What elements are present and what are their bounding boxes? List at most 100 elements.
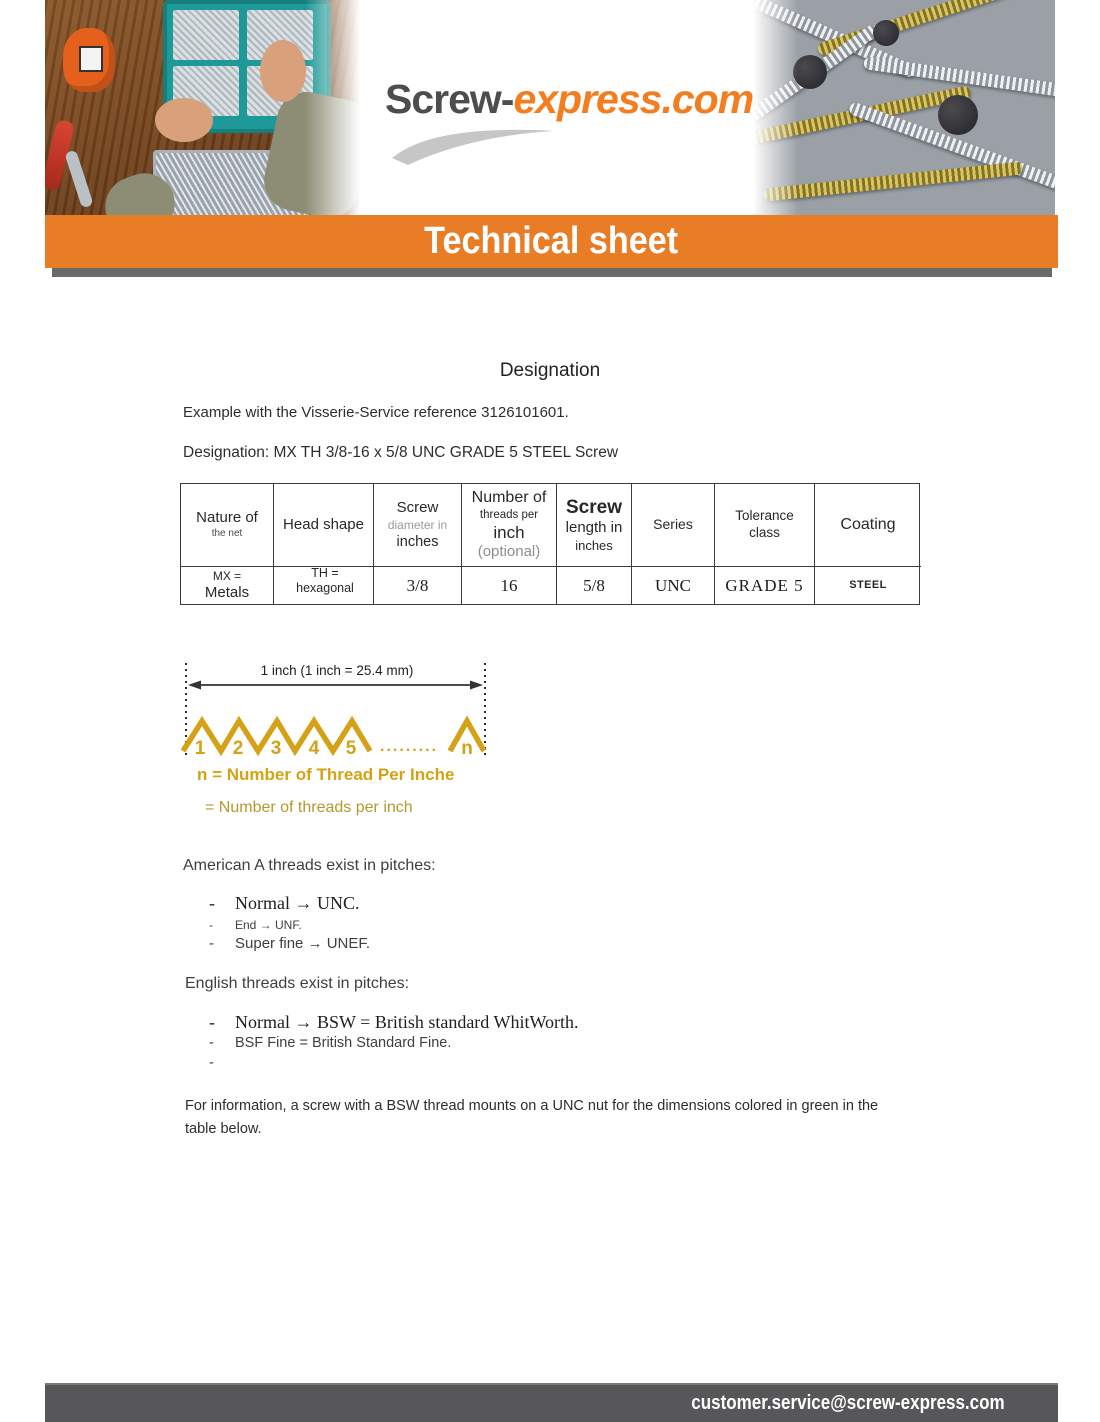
table-cell: UNC — [631, 566, 714, 604]
table-cell: GRADE 5 — [714, 566, 814, 604]
thread-pitch-diagram: 1 inch (1 inch = 25.4 mm) 1 2 3 4 5 ....… — [180, 663, 487, 759]
photo-detail — [79, 46, 103, 72]
list-dash: - — [209, 1055, 214, 1071]
logo-prefix: Screw- — [385, 76, 514, 122]
table-header-cell: Number of threads per inch (optional) — [461, 484, 556, 566]
banner-shadow-strip — [52, 268, 1052, 277]
diagram-caption-sub: = Number of threads per inch — [205, 799, 413, 816]
table-cell: 3/8 — [373, 566, 461, 604]
diagram-caption-bold: n = Number of Thread Per Inche — [197, 765, 455, 784]
photo-fade — [305, 0, 360, 215]
table-header-cell: Head shape — [273, 484, 373, 566]
photo-detail — [260, 40, 306, 102]
thread-number: 4 — [309, 738, 320, 759]
designation-line: Designation: MX TH 3/8-16 x 5/8 UNC GRAD… — [183, 444, 619, 461]
list-item: - End → UNF. — [183, 918, 370, 932]
cell-text: 3/8 — [406, 575, 429, 595]
designation-table: Nature of the net Head shape Screw diame… — [180, 483, 921, 605]
thread-number: 2 — [233, 738, 244, 759]
header-text: class — [749, 525, 780, 540]
header-text: diameter in — [387, 517, 448, 532]
list-item-text — [210, 1055, 235, 1071]
photo-detail — [793, 55, 827, 89]
list-item: - — [183, 1055, 579, 1071]
header-text: Screw — [566, 496, 622, 518]
thread-number: 1 — [195, 738, 206, 759]
thread-n-label: n — [461, 738, 473, 759]
table-header-cell: Series — [631, 484, 714, 566]
table-cell: TH = hexagonal — [273, 566, 373, 604]
cell-text: TH = hexagonal — [296, 565, 354, 596]
cell-text: STEEL — [849, 578, 887, 591]
thread-number: 3 — [271, 738, 282, 759]
list-item-text: Normal → BSW = British standard WhitWort… — [235, 1012, 579, 1032]
header-text: Head shape — [283, 515, 364, 533]
header-text: Nature of — [196, 509, 258, 527]
footer-bar: customer.service@screw-express.com — [45, 1383, 1058, 1422]
cell-text: 5/8 — [583, 575, 605, 595]
header-text: the net — [211, 528, 243, 540]
list-dash: - — [209, 1012, 215, 1032]
header-text: inch — [493, 523, 525, 543]
table-header-cell: Screw length in inches — [556, 484, 631, 566]
header-text: Coating — [840, 516, 896, 533]
table-cell: 16 — [461, 566, 556, 604]
example-line: Example with the Visserie-Service refere… — [183, 404, 569, 421]
list-dash: - — [209, 893, 215, 913]
cell-text: GRADE 5 — [725, 575, 804, 595]
logo-suffix: express.com — [513, 76, 754, 122]
header-text: inches — [575, 538, 613, 554]
header-text: Series — [653, 516, 693, 533]
photo-detail — [173, 10, 239, 60]
thread-dots: ......... — [380, 738, 438, 755]
arrowhead-left-icon — [188, 680, 201, 690]
header-text: length in — [565, 519, 623, 537]
list-dash: - — [209, 918, 213, 932]
list-item-text: BSF Fine = British Standard Fine. — [235, 1035, 452, 1051]
header-text: Tolerance — [735, 508, 794, 524]
table-header-cell: Tolerance class — [714, 484, 814, 566]
list-dash: - — [209, 1035, 214, 1051]
workbench-photo — [45, 0, 360, 215]
cell-text: UNC — [655, 575, 691, 595]
american-threads-heading: American A threads exist in pitches: — [183, 857, 436, 874]
thread-number: 5 — [346, 738, 357, 759]
american-threads-list: - Normal → UNC. - End → UNF. - Super fin… — [183, 893, 370, 952]
bsw-unc-note: For information, a screw with a BSW thre… — [185, 1098, 879, 1138]
english-threads-heading: English threads exist in pitches: — [185, 975, 410, 992]
table-cell: 5/8 — [556, 566, 631, 604]
list-item: - Normal → BSW = British standard WhitWo… — [183, 1012, 579, 1033]
list-dash: - — [209, 935, 214, 952]
list-item: - Super fine → UNEF. — [183, 935, 370, 952]
customer-service-email[interactable]: customer.service@screw-express.com — [691, 1392, 1005, 1414]
cell-text: MX = — [212, 568, 242, 583]
logo-swoosh — [392, 129, 554, 165]
screws-pile-photo — [753, 0, 1055, 215]
header-text: Screw — [396, 499, 439, 517]
cell-text: Metals — [204, 583, 250, 601]
photo-detail — [938, 95, 978, 135]
list-item: - BSF Fine = British Standard Fine. — [183, 1035, 579, 1051]
cell-text: 16 — [500, 575, 518, 595]
logo: Screw-express.com — [385, 76, 754, 123]
photo-detail — [873, 20, 899, 46]
arrowhead-right-icon — [470, 680, 483, 690]
list-item-text: End → UNF. — [235, 918, 302, 932]
header-text: inches — [396, 533, 439, 550]
thread-zigzag — [180, 715, 373, 757]
table-header-cell: Coating — [814, 484, 921, 566]
thread-zigzag-n — [447, 715, 487, 753]
header-text: threads per — [479, 508, 539, 521]
table-cell: STEEL — [814, 566, 921, 604]
photo-detail — [63, 28, 115, 92]
table-header-cell: Nature of the net — [181, 484, 273, 566]
list-item: - Normal → UNC. — [183, 893, 370, 914]
banner: Technical sheet — [45, 215, 1058, 268]
list-item-text: Normal → UNC. — [235, 893, 360, 913]
photo-detail — [763, 161, 1023, 202]
header-text: (optional) — [477, 543, 541, 561]
table-cell: MX = Metals — [181, 566, 273, 604]
photo-detail — [155, 98, 213, 142]
inch-label: 1 inch (1 inch = 25.4 mm) — [261, 663, 414, 678]
